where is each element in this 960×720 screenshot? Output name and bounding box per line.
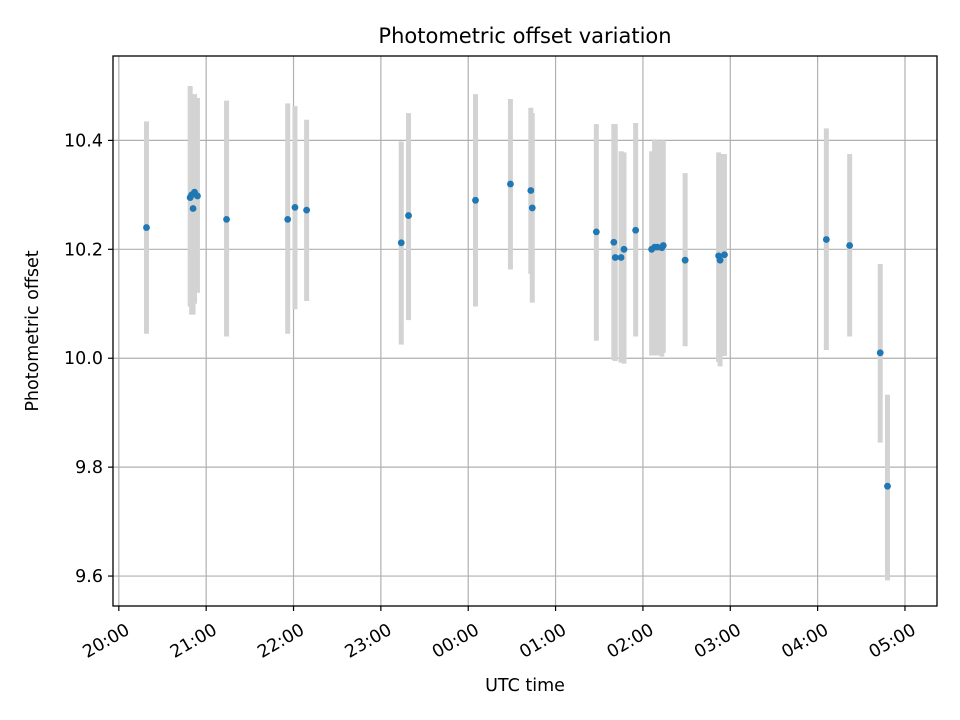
- data-point: [617, 254, 625, 261]
- data-point: [143, 224, 150, 231]
- data-point: [681, 256, 689, 264]
- data-point: [397, 239, 405, 247]
- data-point: [284, 215, 292, 223]
- data-point: [189, 205, 197, 212]
- data-point: [611, 254, 619, 261]
- data-point: [716, 256, 724, 264]
- data-point: [405, 212, 412, 219]
- y-tick-label: 9.8: [75, 458, 103, 478]
- y-axis-ticks: 9.6 9.8 10.0 10.2 10.4: [64, 131, 113, 587]
- x-axis-label: UTC time: [485, 676, 565, 696]
- data-point: [527, 187, 535, 194]
- data-point: [610, 238, 618, 246]
- data-point: [528, 204, 536, 212]
- y-tick-label: 9.6: [75, 567, 103, 587]
- data-point: [223, 215, 230, 223]
- data-point: [472, 196, 479, 204]
- data-point: [620, 245, 628, 253]
- data-point: [194, 192, 201, 200]
- data-points: [143, 180, 891, 490]
- data-point: [507, 180, 514, 188]
- data-point: [822, 236, 830, 243]
- grid: [113, 56, 937, 606]
- data-point: [846, 242, 854, 249]
- y-tick-label: 10.4: [64, 131, 103, 151]
- y-tick-label: 10.0: [64, 349, 103, 369]
- y-tick-label: 10.2: [64, 240, 103, 260]
- data-point: [876, 349, 884, 357]
- chart-title: Photometric offset variation: [378, 24, 671, 48]
- data-point: [884, 482, 891, 490]
- data-point: [592, 228, 600, 236]
- data-point: [632, 226, 640, 234]
- data-point: [721, 251, 728, 259]
- plot-frame: [112, 55, 938, 607]
- data-point: [659, 242, 667, 249]
- data-point: [291, 203, 299, 211]
- data-point: [303, 206, 311, 214]
- y-axis-label: Photometric offset: [23, 250, 43, 411]
